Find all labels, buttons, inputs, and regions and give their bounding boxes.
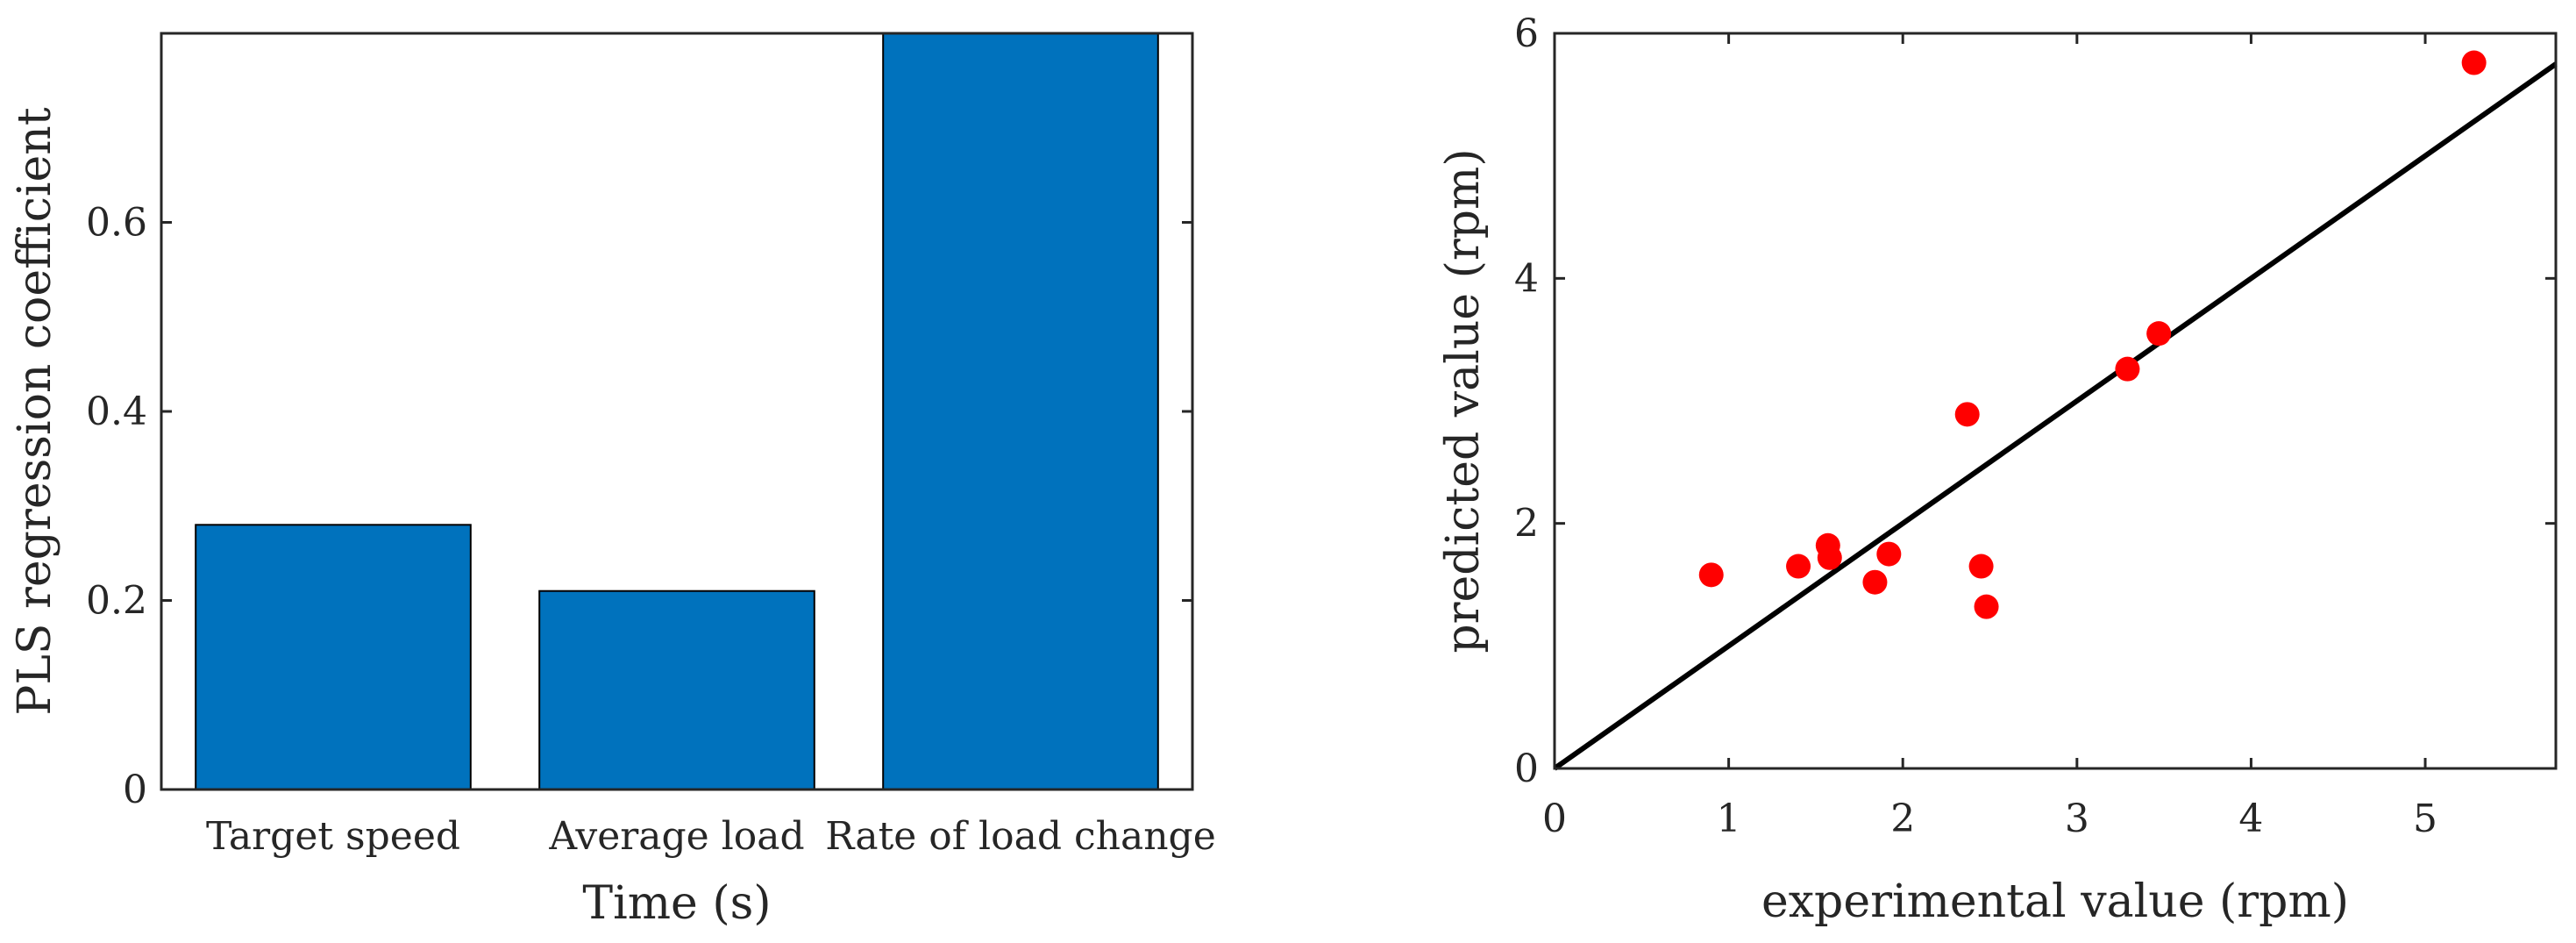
scatter-chart-x-axis-label: experimental value (rpm) (1761, 875, 2349, 928)
y-tick-label: 2 (1514, 502, 1539, 547)
scatter-point (2461, 50, 2487, 75)
scatter-point (1876, 541, 1902, 567)
scatter-fit-line (1553, 61, 2558, 771)
y-tick-label: 6 (1514, 11, 1539, 56)
scatter-chart-y-ticks: 0 2 4 6 (1514, 11, 2556, 791)
bar-chart-x-axis-label: Time (s) (582, 877, 771, 930)
scatter-point (2115, 356, 2140, 382)
bar-chart-panel: 0 0.2 0.4 0.6 Target speed Average load Rate … (9, 32, 1216, 930)
scatter-point (1974, 594, 1999, 619)
x-tick-label: 2 (1890, 797, 1915, 841)
scatter-chart-y-axis-label: predicted value (rpm) (1437, 148, 1490, 653)
scatter-point (1954, 402, 1980, 427)
y-tick-label: 0.6 (86, 201, 147, 246)
scatter-point (2146, 321, 2172, 346)
bar-chart-y-axis-label: PLS regression coefficient (9, 107, 61, 715)
y-tick-label: 0 (1514, 747, 1539, 791)
scatter-point (1698, 562, 1724, 588)
bar-chart-category-labels: Target speed Average load Rate of load cha… (206, 814, 1216, 859)
bar-category-label: Target speed (206, 814, 460, 859)
scatter-point (1968, 554, 1994, 579)
scatter-chart-panel: 0 1 2 3 4 5 0 2 4 6 experimental value (rpm) pre… (1437, 11, 2558, 928)
y-tick-label: 0.2 (86, 579, 147, 624)
bar (195, 524, 472, 790)
scatter-point (1817, 545, 1842, 570)
bar-category-label: Average load (548, 814, 804, 859)
y-tick-label: 4 (1514, 256, 1539, 301)
scatter-point (1786, 554, 1811, 579)
x-tick-label: 1 (1717, 797, 1741, 841)
scatter-chart-x-ticks: 0 1 2 3 4 5 (1542, 33, 2437, 841)
x-tick-label: 0 (1542, 797, 1567, 841)
bar-series (195, 32, 1159, 790)
x-tick-label: 4 (2238, 797, 2263, 841)
bar-chart-y-ticks: 0 0.2 0.4 0.6 (86, 201, 1192, 812)
scatter-point (1862, 569, 1888, 595)
y-tick-label: 0.4 (86, 389, 147, 434)
y-tick-label: 0 (123, 768, 147, 812)
x-tick-label: 5 (2413, 797, 2437, 841)
scatter-chart-axes-box (1553, 32, 2558, 770)
bar (882, 32, 1159, 790)
bar-category-label: Rate of load change (825, 814, 1216, 859)
bar (538, 589, 815, 790)
x-tick-label: 3 (2065, 797, 2089, 841)
scatter-points (1698, 50, 2487, 619)
